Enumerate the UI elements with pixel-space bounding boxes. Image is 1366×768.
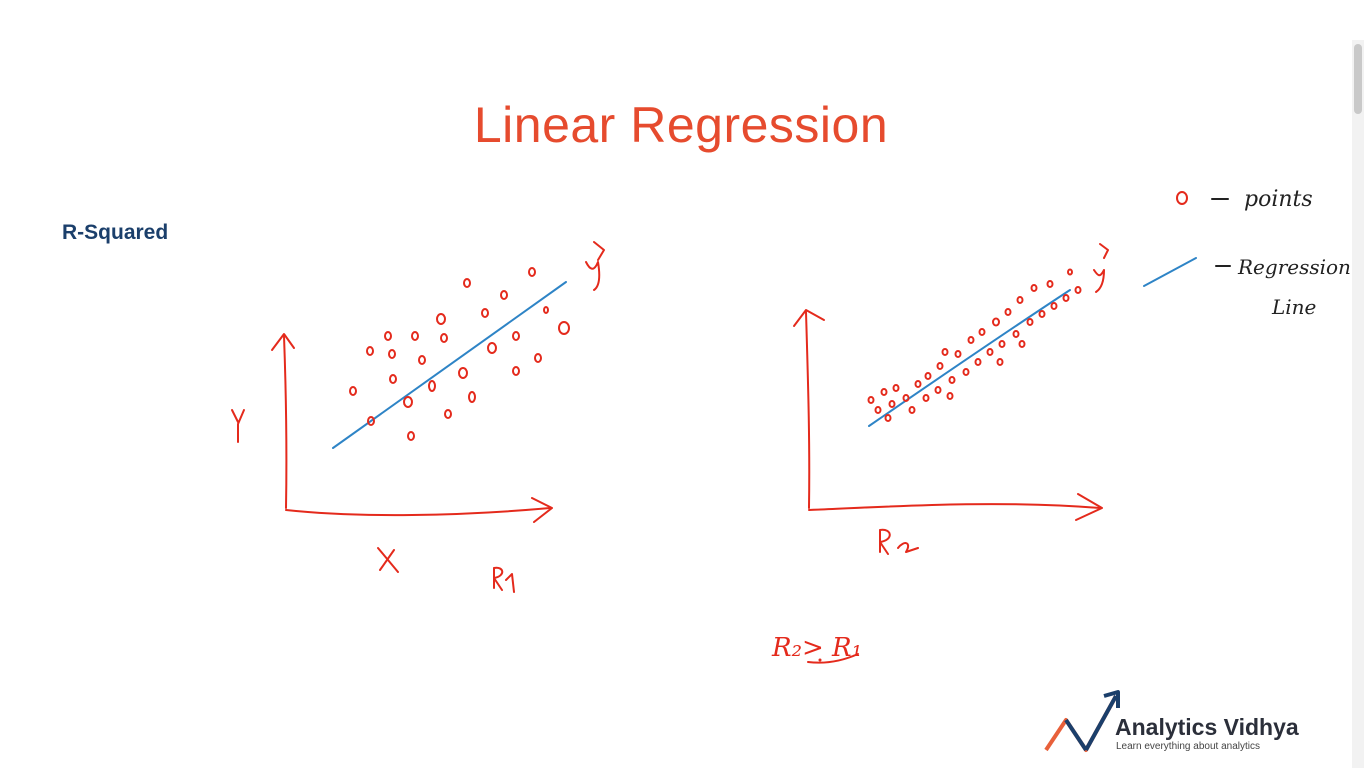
- r1-letter: [493, 566, 515, 593]
- analytics-vidhya-logo: Analytics Vidhya Learn everything about …: [1040, 686, 1340, 756]
- right-plot: [793, 243, 1109, 555]
- scrollbar-track[interactable]: [1352, 40, 1364, 768]
- left-regression-line: [332, 281, 567, 449]
- right-y-axis: [805, 311, 811, 509]
- right-points: [867, 268, 1082, 422]
- left-y-arrowhead: [271, 333, 295, 351]
- logo-mark-icon: [1044, 690, 1120, 752]
- left-y-letter: [231, 409, 245, 443]
- left-yhat-letter: [585, 241, 605, 291]
- slide-title: Linear Regression: [473, 97, 889, 153]
- left-x-arrowhead: [531, 497, 553, 523]
- right-x-axis: [808, 503, 1101, 511]
- legend: points Regression Line: [1143, 187, 1351, 319]
- legend-point-marker: [1176, 191, 1188, 205]
- logo-tagline: Learn everything about analytics: [1116, 741, 1260, 752]
- right-x-arrowhead: [1075, 493, 1103, 521]
- legend-line-text: Line: [1271, 295, 1316, 319]
- right-regression-line: [868, 289, 1071, 427]
- slide-subtitle: R-Squared: [62, 221, 169, 244]
- r2-letter: [879, 528, 919, 555]
- left-points: [349, 267, 570, 441]
- right-yhat-letter: [1093, 243, 1109, 293]
- comparison: R₂> R₁: [771, 633, 862, 664]
- comparison-underline: [807, 653, 859, 664]
- comparison-dot: [818, 658, 822, 662]
- right-y-arrowhead: [793, 309, 825, 327]
- legend-line-marker: [1143, 257, 1197, 287]
- left-y-axis: [283, 335, 288, 509]
- left-x-letter: [377, 547, 399, 573]
- left-plot: [231, 241, 605, 593]
- left-x-axis: [285, 507, 551, 517]
- legend-regression-text: Regression: [1237, 255, 1351, 279]
- logo-name: Analytics Vidhya: [1115, 714, 1299, 740]
- legend-points-text: points: [1244, 187, 1313, 212]
- scrollbar-thumb[interactable]: [1354, 44, 1362, 114]
